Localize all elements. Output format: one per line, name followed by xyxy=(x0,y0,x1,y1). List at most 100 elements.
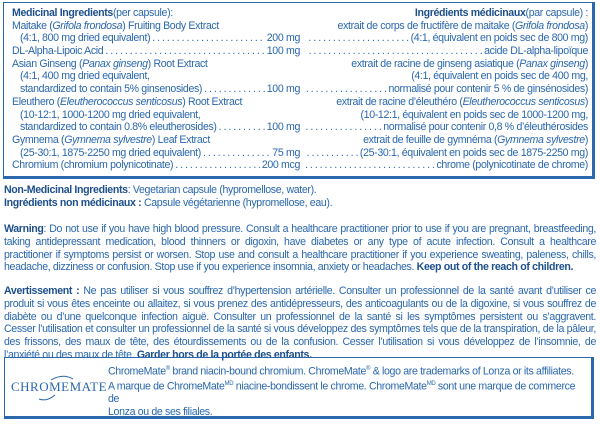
non-medicinal-label-fr: Ingrédients non médicinaux : xyxy=(4,197,142,209)
ingredient-name-fr: extrait de racine de ginseng asiatique ( xyxy=(351,57,520,70)
ingredient-row-en: (25-30:1, 1875-2250 mg dried equivalent)… xyxy=(12,147,300,160)
ingredient-name-fr: chrome (polynicotinate de chrome) xyxy=(436,159,588,172)
dot-leader xyxy=(203,147,270,160)
ingredient-row-fr: normalisé pour contenir 5 % de ginsénosi… xyxy=(304,83,588,96)
ingredient-name-fr: (25-30:1, équivalent en poids sec de 187… xyxy=(359,146,588,159)
warning-fr: Avertissement : Ne pas utiliser si vous … xyxy=(4,285,596,362)
avertissement-text: Ne pas utiliser si vous souffrez d’hyper… xyxy=(4,285,596,361)
ingredient-row-fr: (25-30:1, équivalent en poids sec de 187… xyxy=(304,147,588,160)
ingredient-row-en: standardized to contain 0.8% eleutherosi… xyxy=(12,121,300,134)
ingredient-name-fr: acide DL-alpha-lipoïque xyxy=(484,45,588,58)
ingredient-name-suffix: ) Root Extract xyxy=(182,95,243,108)
ingredient-row-en: (4:1, 400 mg dried equivalent, xyxy=(12,70,300,83)
ingredient-row-fr: acide DL-alpha-lipoïque xyxy=(304,45,588,58)
ingredient-name-suffix-fr: ) xyxy=(584,19,588,32)
medicinal-ingredients-box: Medicinal Ingredients (per capsule): Mai… xyxy=(3,2,595,179)
ingredient-name-fr: (10-12:1, équivalent en poids sec de 100… xyxy=(360,108,588,121)
avertissement-label: Avertissement : xyxy=(4,285,80,297)
non-medicinal-ingredients: Non-Medicinal Ingredients: Vegetarian ca… xyxy=(4,184,596,210)
ingredient-name-suffix-fr: ) xyxy=(584,95,588,108)
chromemate-logo: CHROMEMATE xyxy=(11,375,107,401)
dot-leader xyxy=(306,121,381,134)
ingredient-amount: 200 mg xyxy=(266,32,300,45)
ingredient-row-fr: (10-12:1, équivalent en poids sec de 100… xyxy=(304,109,588,122)
ingredient-row-fr: extrait de racine de ginseng asiatique (… xyxy=(304,58,588,71)
ingredient-amount: 200 mcg xyxy=(261,159,300,172)
heading-suffix-en: (per capsule): xyxy=(112,7,173,19)
ingredient-name: Asian Ginseng ( xyxy=(12,57,83,70)
ingredient-latin-name-fr: Eleutherococcus senticosus xyxy=(462,95,586,108)
non-medicinal-label-en: Non-Medicinal Ingredients xyxy=(4,184,128,196)
tm-sup: ® xyxy=(165,366,170,372)
ingredient-latin-name: Panax ginseng xyxy=(82,57,148,70)
warning-text: : Do not use if you have high blood pres… xyxy=(4,223,596,274)
ingredient-latin-name-fr: Grifola frondosa xyxy=(515,19,585,32)
tm-line1-a: ChromeMate xyxy=(108,365,166,378)
dot-leader xyxy=(175,159,260,172)
ingredient-name-fr: extrait de racine d’éleuthéro ( xyxy=(336,95,463,108)
ingredient-row-fr: chrome (polynicotinate de chrome) xyxy=(304,159,588,172)
ingredient-row-fr: (4:1, équivalent en poids sec de 800 mg) xyxy=(304,32,588,45)
ingredient-row-fr: extrait de racine d’éleuthéro (Eleuthero… xyxy=(304,96,588,109)
dot-leader xyxy=(306,159,434,172)
tm-line1-c: & logo are trademarks of Lonza or its af… xyxy=(370,365,574,378)
ingredient-amount: 100 mg xyxy=(266,83,300,96)
dot-leader xyxy=(219,121,265,134)
tm-line2-b: niacine-bondissent le chrome. ChromeMate xyxy=(233,380,427,393)
ingredient-name-fr: (4:1, équivalent en poids sec de 800 mg) xyxy=(410,32,588,45)
dot-leader xyxy=(306,45,482,58)
heading-suffix-fr: (par capsule) : xyxy=(525,7,588,19)
ingredient-row-fr: normalisé pour contenir 0,8 % d’éleuthér… xyxy=(304,121,588,134)
ingredient-row-en: (10-12:1, 1000-1200 mg dried equivalent, xyxy=(12,109,300,122)
ingredient-amount: 75 mg xyxy=(272,146,300,159)
ingredient-name-fr: extrait de feuille de gymnéma ( xyxy=(363,133,498,146)
ingredient-row-fr: (4:1, équivalent en poids sec de 400 mg, xyxy=(304,70,588,83)
tm-line1-b: brand niacin-bound chromium. ChromeMate xyxy=(169,365,367,378)
ingredient-name: (4:1, 400 mg dried equivalent, xyxy=(20,70,150,83)
non-medicinal-text-fr: Capsule végétarienne (hypromellose, eau)… xyxy=(141,197,333,209)
ingredient-name: (25-30:1, 1875-2250 mg dried equivalent) xyxy=(20,146,201,159)
ingredient-name-fr: normalisé pour contenir 5 % de ginsénosi… xyxy=(388,83,588,96)
ingredient-name-fr: extrait de corps de fructifère de maitak… xyxy=(337,19,516,32)
medicinal-heading-en: Medicinal Ingredients xyxy=(12,7,113,19)
chromemate-box: CHROMEMATE ChromeMate® brand niacin-boun… xyxy=(4,357,594,419)
ingredient-row-en: Gymnema (Gymnema sylvestre) Leaf Extract xyxy=(12,134,300,147)
ingredient-row-en: Asian Ginseng (Panax ginseng) Root Extra… xyxy=(12,58,300,71)
ingredient-name-suffix-fr: ) xyxy=(584,57,588,70)
ingredient-row-en: standardized to contain 5% ginsenosides)… xyxy=(12,83,300,96)
ingredient-latin-name-fr: Gymnema sylvestre xyxy=(497,133,585,146)
ingredient-name: Maitake ( xyxy=(12,19,53,32)
ingredient-name: DL-Alpha-Lipoic Acid xyxy=(12,45,104,58)
non-medicinal-text-en: : Vegetarian capsule (hypromellose, wate… xyxy=(127,184,317,196)
ingredient-name: Chromium (chromium polynicotinate) xyxy=(12,159,174,172)
tm-sup: ® xyxy=(366,366,371,372)
medicinal-heading-fr: Ingrédients médicinaux xyxy=(414,7,526,19)
dot-leader xyxy=(204,83,265,96)
warning-en: Warning: Do not use if you have high blo… xyxy=(4,223,596,274)
ingredient-name-suffix: ) Root Extract xyxy=(147,57,208,70)
ingredient-name: Eleuthero ( xyxy=(12,95,60,108)
ingredient-row-en: (4:1, 800 mg dried equivalent) 200 mg xyxy=(12,32,300,45)
ingredient-latin-name: Gymnema sylvestre xyxy=(64,133,152,146)
ingredient-name-fr: normalisé pour contenir 0,8 % d’éleuthér… xyxy=(383,121,588,134)
ingredient-row-en: DL-Alpha-Lipoic Acid 100 mg xyxy=(12,45,300,58)
tm-line3: Lonza ou de ses filiales. xyxy=(108,406,213,419)
ingredient-name-fr: (4:1, équivalent en poids sec de 400 mg, xyxy=(411,70,588,83)
medicinal-ingredients-en: Medicinal Ingredients (per capsule): Mai… xyxy=(12,7,300,172)
ingredient-name: Gymnema ( xyxy=(12,133,65,146)
warning-label: Warning xyxy=(4,223,44,235)
ingredient-amount: 100 mg xyxy=(266,45,300,58)
svg-text:CHROMEMATE: CHROMEMATE xyxy=(11,379,107,394)
ingredient-row-en: Maitake (Grifola frondosa) Fruiting Body… xyxy=(12,20,300,33)
medicinal-ingredients-fr: Ingrédients médicinaux (par capsule) : e… xyxy=(304,7,588,172)
ingredient-name: (10-12:1, 1000-1200 mg dried equivalent, xyxy=(20,108,201,121)
tm-line2-c: sont une marque de commerce de xyxy=(108,380,576,406)
tm-sup: MD xyxy=(426,381,436,388)
ingredient-name: standardized to contain 5% ginsenosides) xyxy=(20,83,203,96)
tm-sup: MD xyxy=(224,381,234,388)
dot-leader xyxy=(306,147,358,160)
ingredient-row-en: Eleuthero (Eleutherococcus senticosus) R… xyxy=(12,96,300,109)
ingredient-row-fr: extrait de corps de fructifère de maitak… xyxy=(304,20,588,33)
ingredient-latin-name-fr: Panax ginseng xyxy=(519,57,585,70)
